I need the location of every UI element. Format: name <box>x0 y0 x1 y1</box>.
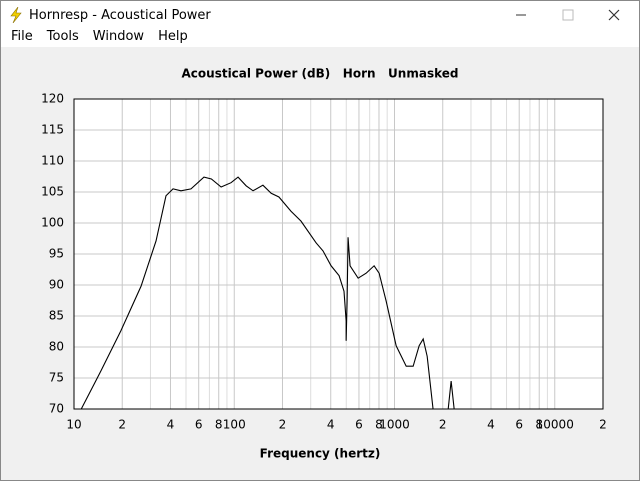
x-tick-label: 1000 <box>379 418 410 432</box>
y-tick-label: 90 <box>49 278 64 292</box>
x-tick-label: 8 <box>375 418 383 432</box>
x-tick-label: 8 <box>535 418 543 432</box>
x-tick-label: 100 <box>223 418 246 432</box>
x-tick-label: 2 <box>118 418 126 432</box>
y-tick-label: 75 <box>49 371 64 385</box>
y-tick-label: 105 <box>41 185 64 199</box>
x-tick-label: 2 <box>439 418 447 432</box>
x-tick-label: 4 <box>167 418 175 432</box>
chart: Acoustical Power (dB) Horn Unmasked Freq… <box>41 67 607 461</box>
y-tick-label: 95 <box>49 247 64 261</box>
close-button[interactable] <box>608 9 620 21</box>
x-tick-label: 6 <box>515 418 523 432</box>
window-title: Hornresp - Acoustical Power <box>29 7 211 23</box>
chart-title: Acoustical Power (dB) Horn Unmasked <box>182 67 459 81</box>
y-tick-label: 70 <box>49 402 64 416</box>
x-axis-label: Frequency (hertz) <box>260 447 381 461</box>
x-tick-label: 4 <box>487 418 495 432</box>
y-tick-label: 110 <box>41 154 64 168</box>
x-tick-label: 6 <box>355 418 363 432</box>
x-tick-label: 6 <box>195 418 203 432</box>
x-tick-label: 2 <box>279 418 287 432</box>
x-tick-label: 10000 <box>536 418 574 432</box>
y-tick-label: 100 <box>41 216 64 230</box>
y-tick-label: 120 <box>41 92 64 106</box>
minimize-button[interactable] <box>515 9 527 21</box>
app-icon <box>10 7 22 23</box>
menu-item[interactable]: Window <box>92 29 145 44</box>
title-bar: Hornresp - Acoustical Power <box>1 1 639 29</box>
x-tick-label: 4 <box>327 418 335 432</box>
menu-item[interactable]: File <box>11 29 33 44</box>
y-tick-label: 115 <box>41 123 64 137</box>
plot-border <box>73 98 604 410</box>
data-line <box>80 176 455 410</box>
menu-item[interactable]: Help <box>158 29 188 44</box>
maximize-button[interactable] <box>562 9 574 21</box>
menu-bar: File Tools Window Help <box>1 29 639 47</box>
x-tick-label: 2 <box>599 418 607 432</box>
x-tick-label: 8 <box>215 418 223 432</box>
menu-item[interactable]: Tools <box>46 29 79 44</box>
y-tick-label: 85 <box>49 309 64 323</box>
x-tick-label: 10 <box>66 418 81 432</box>
y-tick-label: 80 <box>49 340 64 354</box>
